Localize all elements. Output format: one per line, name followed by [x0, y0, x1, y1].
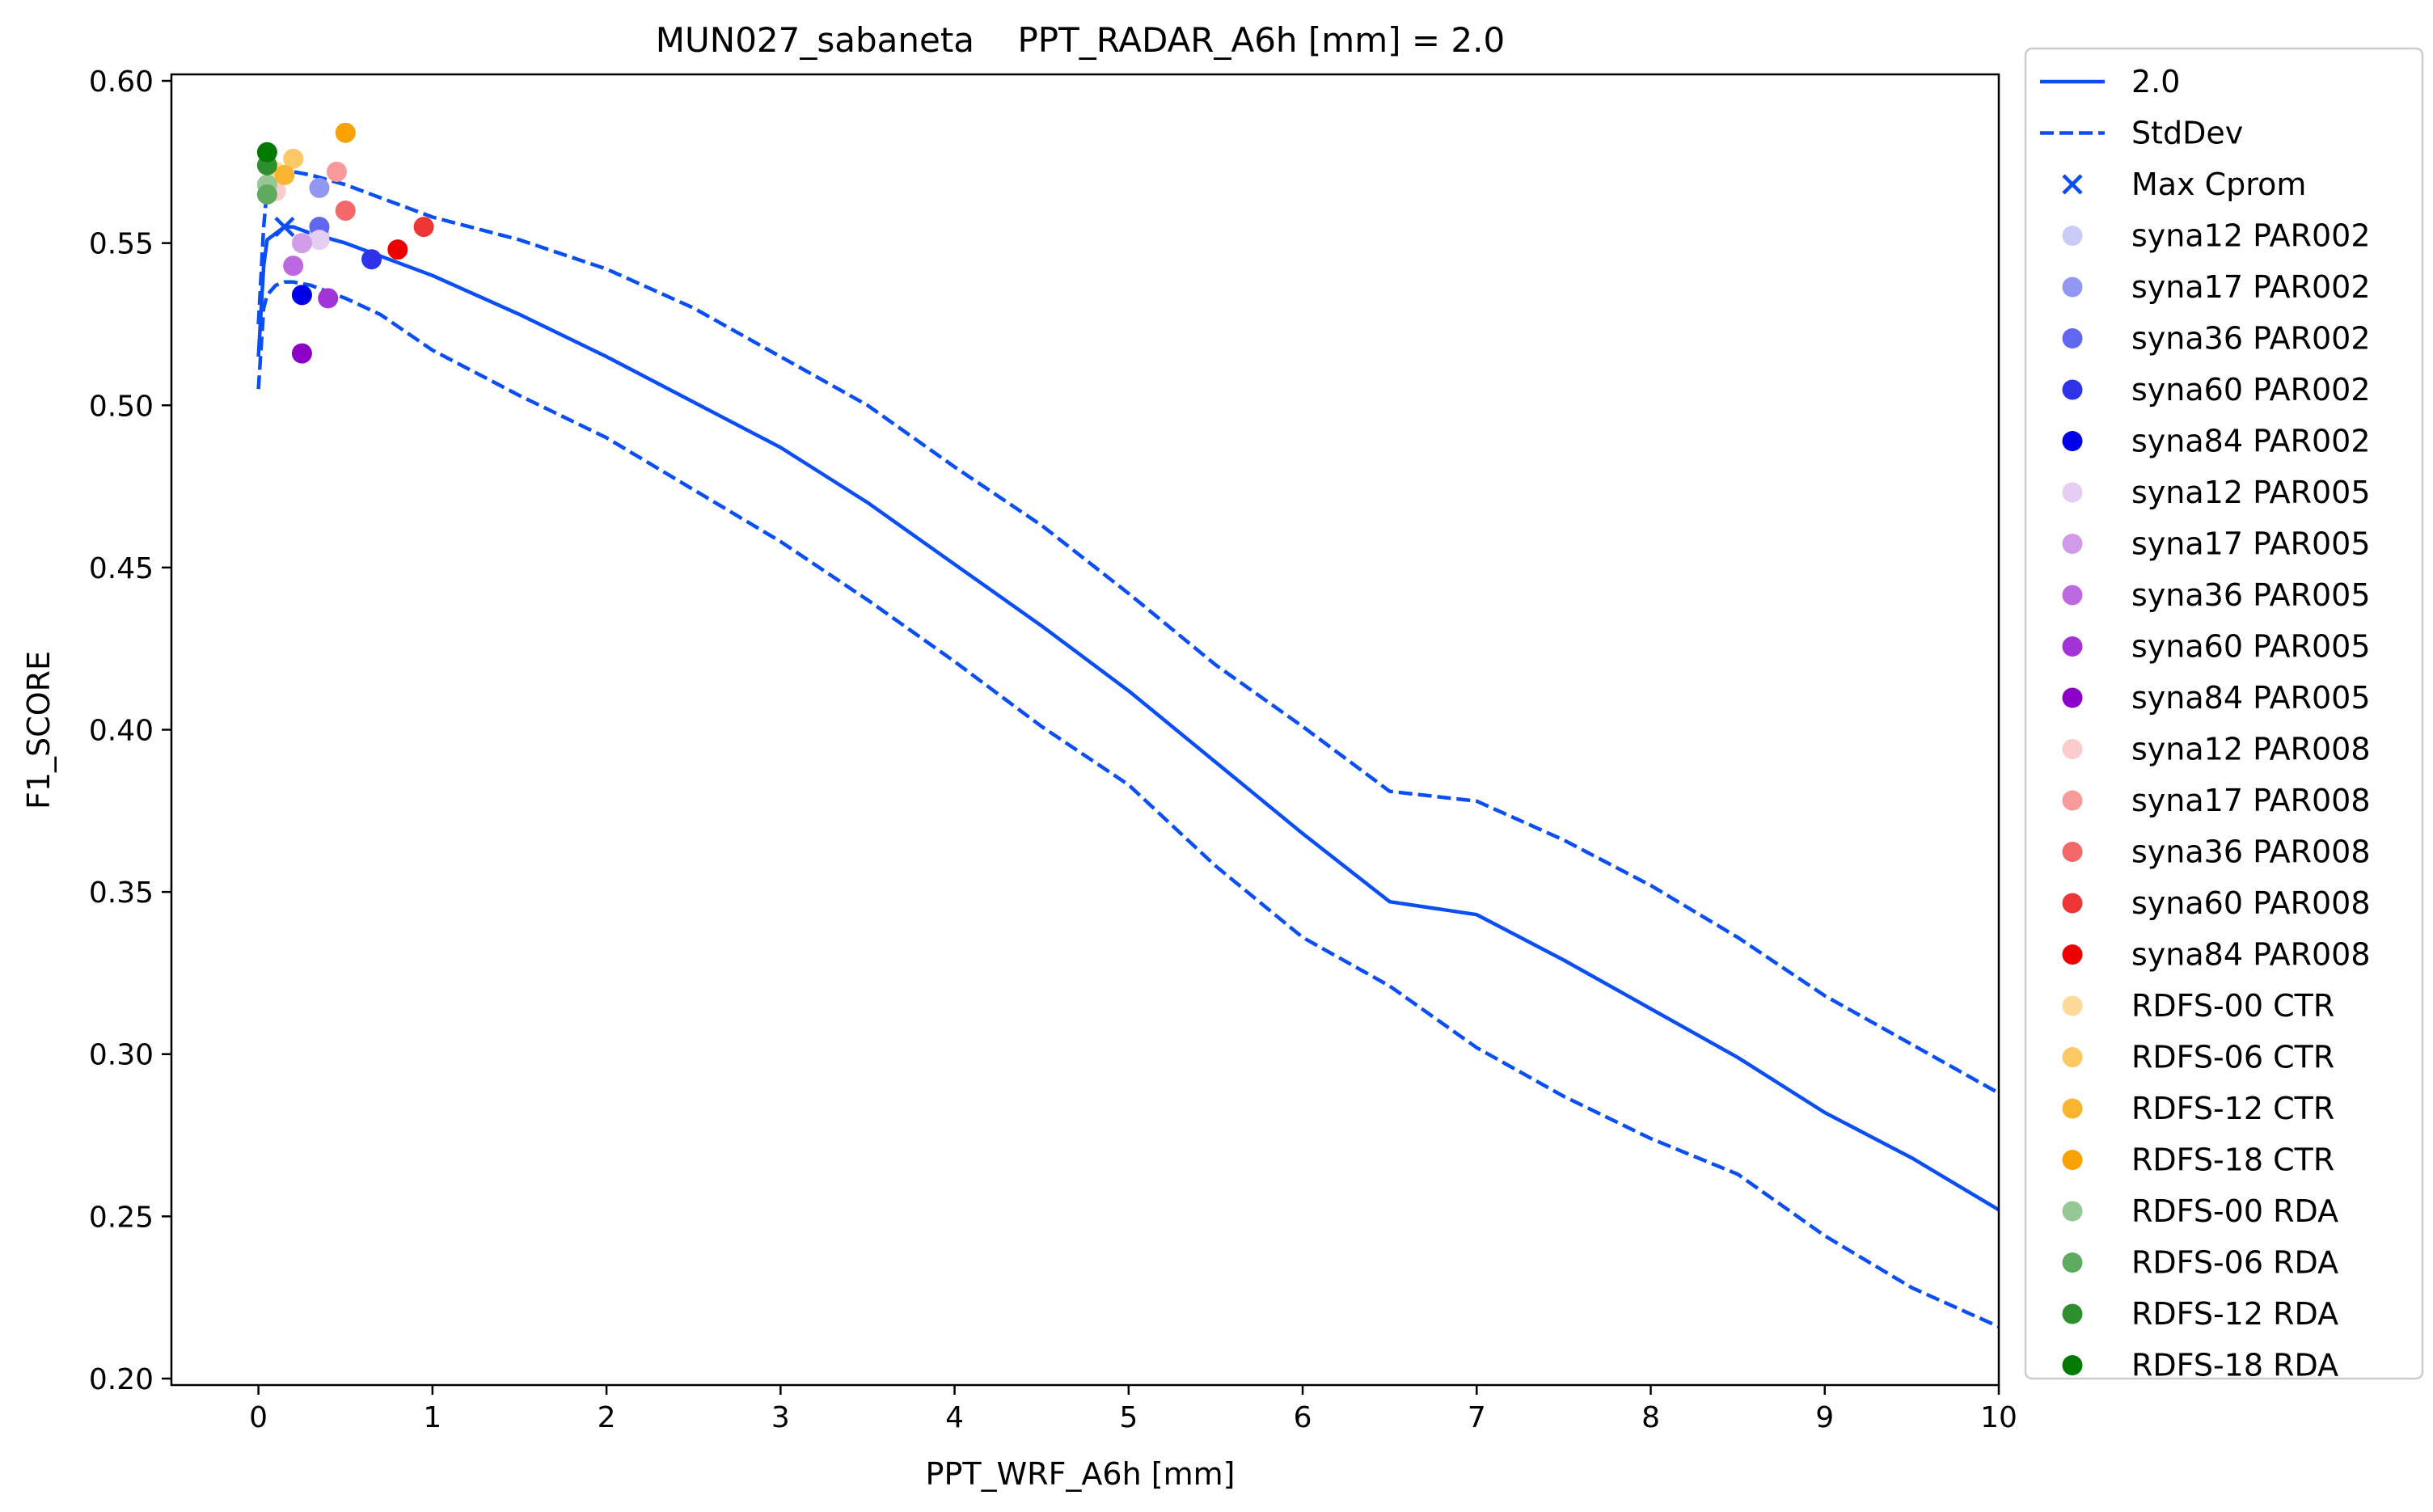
legend-label-rdfs-06-rda: RDFS-06 RDA	[2131, 1245, 2338, 1281]
point-syna84-par002	[291, 285, 312, 306]
point-syna17-par008	[326, 161, 347, 182]
y-tick-label-1: 0.25	[89, 1201, 154, 1234]
legend-label-syna60-par008: syna60 PAR008	[2131, 885, 2371, 921]
legend-label-syna60-par002: syna60 PAR002	[2131, 372, 2371, 408]
legend-label-rdfs-18-ctr: RDFS-18 CTR	[2131, 1142, 2334, 1178]
x-tick-label-2: 2	[598, 1401, 616, 1434]
legend-label-syna17-par008: syna17 PAR008	[2131, 783, 2371, 818]
legend-box	[2024, 47, 2424, 1380]
legend-label-rdfs-12-rda: RDFS-12 RDA	[2131, 1296, 2338, 1332]
point-syna36-par008	[335, 201, 356, 222]
x-tick-label-0: 0	[249, 1401, 268, 1434]
mean-line	[256, 225, 1999, 1212]
point-syna36-par005	[283, 256, 304, 277]
legend-swatch-max-cprom	[2062, 174, 2083, 195]
x-tick-label-6: 6	[1294, 1401, 1312, 1434]
point-rdfs-18-rda	[256, 141, 277, 163]
y-tick-label-3: 0.35	[89, 876, 154, 910]
legend-label-syna12-par005: syna12 PAR005	[2131, 475, 2371, 510]
y-tick-label-5: 0.45	[89, 552, 154, 585]
point-syna12-par005	[309, 230, 330, 251]
legend-label-stddev: StdDev	[2131, 116, 2243, 151]
point-rdfs-06-ctr	[283, 148, 304, 169]
y-tick-label-4: 0.40	[89, 715, 154, 748]
legend-swatch-syna36-par005	[2062, 585, 2083, 606]
x-tick-label-4: 4	[945, 1401, 964, 1434]
legend-swatch-rdfs-00-ctr	[2062, 995, 2083, 1016]
legend-label-syna36-par002: syna36 PAR002	[2131, 321, 2371, 357]
legend-swatch-syna12-par002	[2062, 226, 2083, 246]
legend-swatch-rdfs-06-ctr	[2062, 1047, 2083, 1067]
legend-label-syna60-par005: syna60 PAR005	[2131, 629, 2371, 665]
y-tick-label-0: 0.20	[89, 1363, 154, 1396]
legend-label-syna36-par008: syna36 PAR008	[2131, 834, 2371, 870]
legend-label-rdfs-00-rda: RDFS-00 RDA	[2131, 1193, 2338, 1229]
axes: 0 1 2 3 4 5 6 7 8 9 10 0.20 0.25 0.30 0.35 0.40 0.45 0.50…	[89, 65, 2017, 1434]
legend-label-syna84-par002: syna84 PAR002	[2131, 424, 2371, 459]
legend-label-rdfs-00-ctr: RDFS-00 CTR	[2131, 988, 2334, 1024]
legend-label-syna36-par005: syna36 PAR005	[2131, 577, 2371, 613]
legend-swatch-syna84-par008	[2062, 944, 2083, 965]
legend-swatch-syna60-par002	[2062, 379, 2083, 400]
legend-swatch-syna60-par008	[2062, 893, 2083, 914]
stddev-line-2	[256, 280, 1999, 1328]
legend-swatch-syna84-par005	[2062, 687, 2083, 708]
point-syna84-par005	[291, 343, 312, 364]
legend-label-syna12-par002: syna12 PAR002	[2131, 218, 2371, 254]
legend-swatch-syna84-par002	[2062, 431, 2083, 451]
legend-label-rdfs-18-rda: RDFS-18 RDA	[2131, 1348, 2338, 1383]
x-tick-label-7: 7	[1468, 1401, 1486, 1434]
x-tick-label-3: 3	[771, 1401, 790, 1434]
legend-swatch-syna17-par008	[2062, 790, 2083, 811]
legend-label-syna84-par005: syna84 PAR005	[2131, 680, 2371, 716]
legend-label-syna12-par008: syna12 PAR008	[2131, 732, 2371, 767]
point-syna17-par005	[291, 233, 312, 254]
point-syna60-par002	[361, 249, 382, 270]
chart-title: MUN027_sabaneta PPT_RADAR_A6h [mm] = 2.0	[656, 20, 1505, 60]
point-rdfs-18-ctr	[335, 122, 356, 143]
point-syna84-par008	[387, 239, 408, 260]
x-tick-label-10: 10	[1980, 1401, 2017, 1434]
legend-label-syna17-par005: syna17 PAR005	[2131, 526, 2371, 562]
legend-swatch-rdfs-12-rda	[2062, 1303, 2083, 1324]
y-tick-label-8: 0.60	[89, 65, 154, 99]
legend-swatch-syna12-par008	[2062, 739, 2083, 759]
point-syna17-par002	[309, 177, 330, 198]
legend: 2.0 StdDev Max Cprom syna12 PAR002 syna17 PA…	[2024, 47, 2424, 1383]
point-syna60-par005	[318, 288, 339, 309]
legend-swatch-rdfs-18-rda	[2062, 1355, 2083, 1375]
legend-swatch-syna36-par008	[2062, 842, 2083, 862]
legend-swatch-syna17-par002	[2062, 277, 2083, 298]
y-tick-label-2: 0.30	[89, 1039, 154, 1072]
x-tick-label-9: 9	[1815, 1401, 1834, 1434]
legend-label-syna17-par002: syna17 PAR002	[2131, 269, 2371, 305]
legend-swatch-syna12-par005	[2062, 482, 2083, 503]
legend-swatch-rdfs-06-rda	[2062, 1252, 2083, 1273]
x-tick-label-8: 8	[1641, 1401, 1660, 1434]
legend-label-syna84-par008: syna84 PAR008	[2131, 937, 2371, 973]
point-rdfs-06-rda	[256, 184, 277, 205]
legend-label-rdfs-12-ctr: RDFS-12 CTR	[2131, 1091, 2334, 1126]
legend-label-max-cprom: Max Cprom	[2131, 167, 2306, 202]
max-cprom-marker	[274, 216, 295, 238]
y-tick-label-6: 0.50	[89, 390, 154, 423]
legend-swatch-syna60-par005	[2062, 636, 2083, 657]
legend-swatch-rdfs-18-ctr	[2062, 1150, 2083, 1170]
y-axis-label: F1_SCORE	[21, 651, 57, 809]
y-tick-label-7: 0.55	[89, 228, 154, 261]
legend-label-rdfs-06-ctr: RDFS-06 CTR	[2131, 1040, 2334, 1075]
legend-swatch-rdfs-00-rda	[2062, 1201, 2083, 1222]
x-tick-label-5: 5	[1119, 1401, 1138, 1434]
legend-swatch-syna36-par002	[2062, 328, 2083, 348]
point-syna60-par008	[413, 217, 434, 238]
x-tick-label-1: 1	[423, 1401, 441, 1434]
legend-label-2-0: 2.0	[2131, 64, 2180, 99]
x-axis-label: PPT_WRF_A6h [mm]	[926, 1456, 1236, 1492]
point-rdfs-12-ctr	[274, 164, 295, 185]
plot-area	[256, 122, 1999, 1328]
legend-swatch-syna17-par005	[2062, 534, 2083, 554]
legend-swatch-rdfs-12-ctr	[2062, 1098, 2083, 1119]
